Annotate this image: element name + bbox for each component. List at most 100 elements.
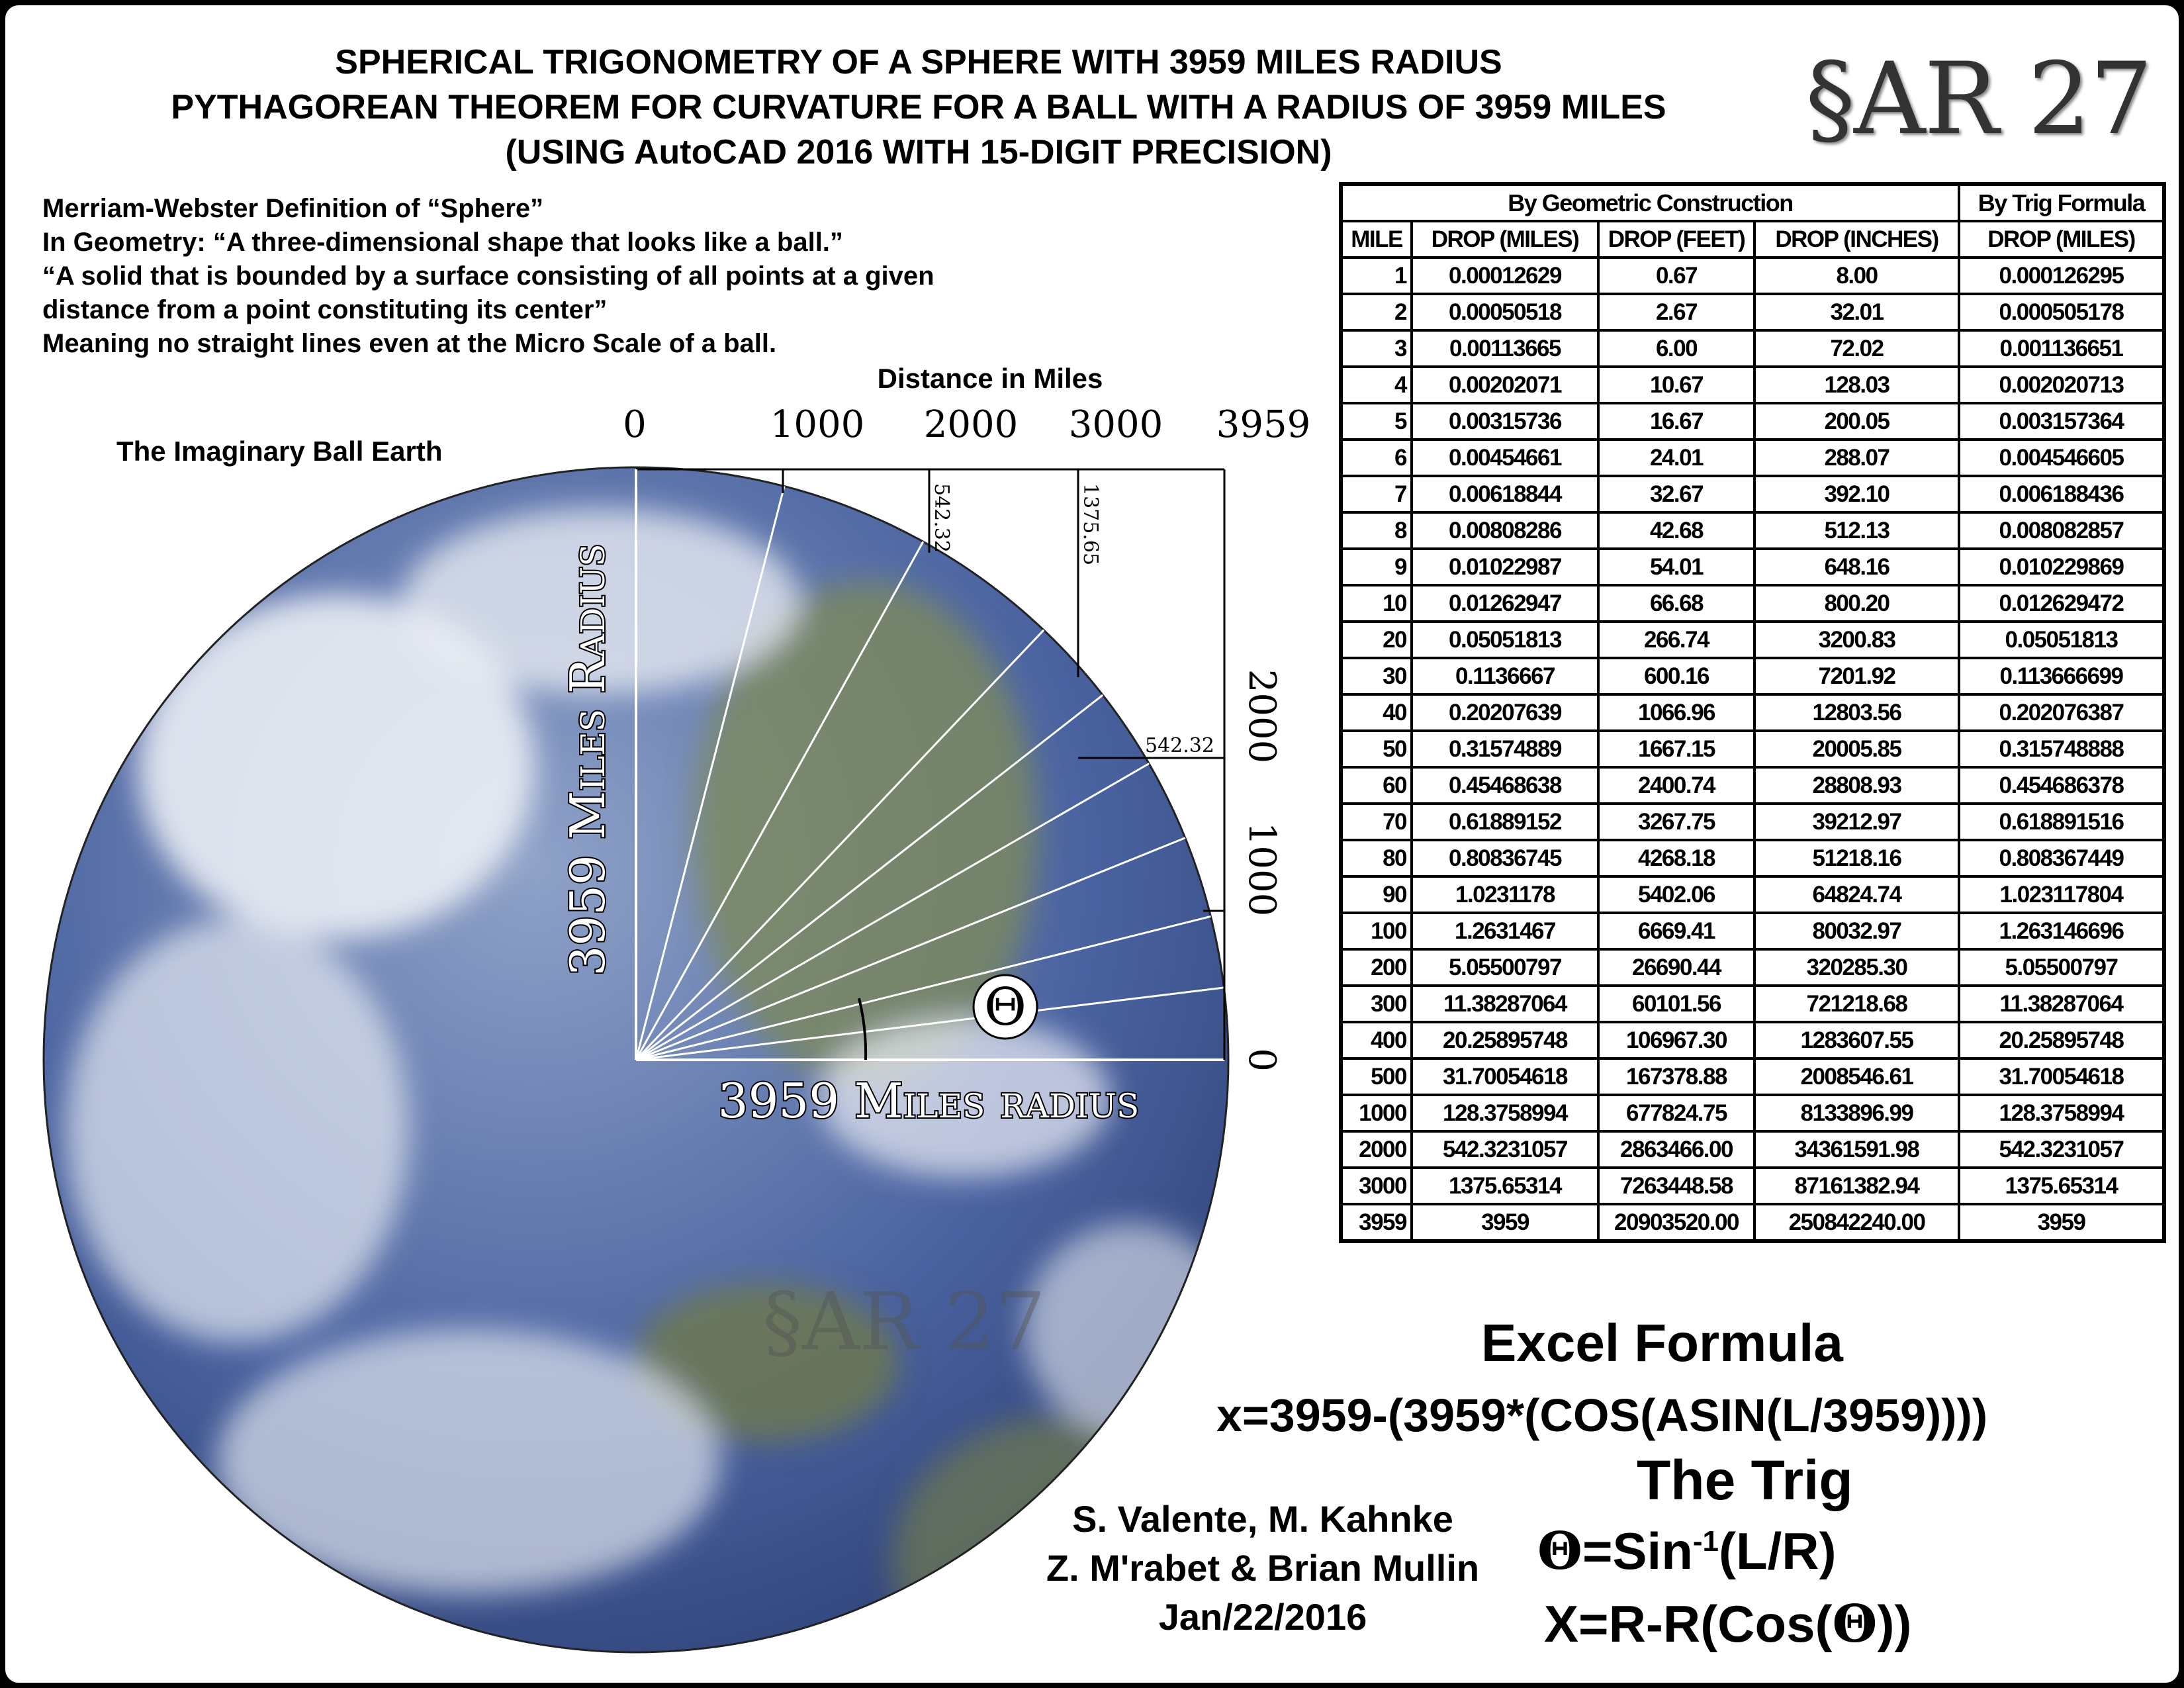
table-cell: 34361591.98 [1753, 1130, 1960, 1169]
theta-symbol: Θ [1832, 1594, 1878, 1654]
table-row: 60 0.45468638 2400.74 28808.93 0.454686378 [1340, 766, 2165, 805]
table-cell: 0.00050518 [1410, 293, 1600, 332]
table-cell: 11.38287064 [1410, 984, 1600, 1023]
table-cell: 1.2631467 [1410, 912, 1600, 951]
table-cell: 300 [1340, 984, 1413, 1023]
theta-badge [972, 974, 1038, 1040]
inverse-exponent: -1 [1692, 1525, 1719, 1558]
table-cell: 0.012629472 [1958, 584, 2165, 623]
theta-formula: Θ=Sin-1(L/R) [1537, 1521, 1837, 1581]
table-row: 3000 1375.65314 7263448.58 87161382.94 1375.… [1340, 1166, 2165, 1205]
radial-line [635, 986, 1224, 1061]
table-cell: 39212.97 [1753, 802, 1960, 841]
table-row: 3959 3959 20903520.00 250842240.00 3959 [1340, 1203, 2165, 1243]
table-cell: 11.38287064 [1958, 984, 2165, 1023]
table-row: 50 0.31574889 1667.15 20005.85 0.315748888 [1340, 729, 2165, 769]
radial-line [635, 915, 1211, 1061]
table-cell: 2 [1340, 293, 1413, 332]
table-cell: 32.67 [1597, 475, 1756, 514]
table-cell: 0.00808286 [1410, 511, 1600, 550]
table-cell: 2008546.61 [1753, 1057, 1960, 1096]
table-cell: 20005.85 [1753, 729, 1960, 769]
top-axis-ticks: 0 1000 2000 3000 3959 [623, 403, 1310, 446]
table-cell: 0.80836745 [1410, 839, 1600, 878]
table-cell: 20.25895748 [1410, 1021, 1600, 1060]
table-cell: 0.454686378 [1958, 766, 2165, 805]
right-tick: 2000 [1240, 669, 1283, 764]
table-cell: 392.10 [1753, 475, 1960, 514]
excel-formula: x=3959-(3959*(COS(ASIN(L/3959)))) [1216, 1389, 1988, 1441]
table-cell: 128.03 [1753, 365, 1960, 404]
earth-label: The Imaginary Ball Earth [116, 436, 442, 467]
table-cell: 16.67 [1597, 402, 1756, 441]
table-cell: 24.01 [1597, 438, 1756, 477]
table-cell: 250842240.00 [1753, 1203, 1960, 1243]
table-row: 30 0.1136667 600.16 7201.92 0.113666699 [1340, 657, 2165, 696]
table-cell: 4268.18 [1597, 839, 1756, 878]
logo: §AR 27 [1805, 42, 2153, 157]
table-cell: 0.1136667 [1410, 657, 1600, 696]
table-cell: 31.70054618 [1958, 1057, 2165, 1096]
radial-line [635, 486, 786, 1060]
table-cell: 30 [1340, 657, 1413, 696]
curvature-drop-table: By Geometric Construction By Trig Formula… [1339, 182, 2166, 1243]
table-cell: 1.0231178 [1410, 875, 1600, 914]
x-formula-part: )) [1877, 1595, 1912, 1653]
table-cell: 0.010229869 [1958, 547, 2165, 586]
title-line-1: SPHERICAL TRIGONOMETRY OF A SPHERE WITH … [335, 43, 1502, 81]
title-line-3: (USING AutoCAD 2016 WITH 15-DIGIT PRECIS… [505, 133, 1332, 171]
table-cell: 0.001136651 [1958, 329, 2165, 368]
theta-formula-part: =Sin [1582, 1522, 1693, 1580]
drop-label-2000-horizontal: 542.32 [1145, 734, 1214, 757]
table-cell: 42.68 [1597, 511, 1756, 550]
table-row: 100 1.2631467 6669.41 80032.97 1.263146696 [1340, 912, 2165, 951]
table-cell: 2.67 [1597, 293, 1756, 332]
table-cell: 0.000126295 [1958, 256, 2165, 295]
table-cell: 2400.74 [1597, 766, 1756, 805]
table-cell: 542.3231057 [1958, 1130, 2165, 1169]
table-cell: 0.20207639 [1410, 693, 1600, 732]
table-cell: 1000 [1340, 1094, 1413, 1133]
table-cell: 512.13 [1753, 511, 1960, 550]
table-cell: 0.01262947 [1410, 584, 1600, 623]
vertical-radius-label: 3959 Miles Radius [560, 544, 615, 976]
table-cell: 3959 [1410, 1203, 1600, 1243]
table-cell: 32.01 [1753, 293, 1960, 332]
table-row: 20 0.05051813 266.74 3200.83 0.05051813 [1340, 620, 2165, 659]
table-cell: 0.05051813 [1958, 620, 2165, 659]
table-cell: 20.25895748 [1958, 1021, 2165, 1060]
table-row: 4 0.00202071 10.67 128.03 0.002020713 [1340, 365, 2165, 404]
table-cell: 1283607.55 [1753, 1021, 1960, 1060]
drop-label-2000: 542.32 [930, 483, 953, 553]
table-cell: 0.45468638 [1410, 766, 1600, 805]
table-row: 500 31.70054618 167378.88 2008546.61 31.7005… [1340, 1057, 2165, 1096]
radial-line [635, 763, 1150, 1061]
table-cell: 5.05500797 [1410, 948, 1600, 987]
table-cell: 8133896.99 [1753, 1094, 1960, 1133]
author-line: Z. M'rabet & Brian Mullin [1046, 1547, 1480, 1589]
table-cell: 1066.96 [1597, 693, 1756, 732]
authors: S. Valente, M. Kahnke Z. M'rabet & Brian… [1011, 1495, 1514, 1642]
top-tick: 2000 [924, 403, 1019, 446]
table-cell: 800.20 [1753, 584, 1960, 623]
table-cell: 1 [1340, 256, 1413, 295]
table-row: 9 0.01022987 54.01 648.16 0.010229869 [1340, 547, 2165, 586]
table-cell: 320285.30 [1753, 948, 1960, 987]
table-cell: 0.00012629 [1410, 256, 1600, 295]
table-cell: 66.68 [1597, 584, 1756, 623]
drop-label-3000: 1375.65 [1079, 483, 1102, 565]
group-header-row: By Geometric Construction By Trig Formula [1340, 183, 2165, 222]
table-cell: 70 [1340, 802, 1413, 841]
table-row: 8 0.00808286 42.68 512.13 0.008082857 [1340, 511, 2165, 550]
table-cell: 288.07 [1753, 438, 1960, 477]
table-cell: 10 [1340, 584, 1413, 623]
table-cell: 7201.92 [1753, 657, 1960, 696]
table-cell: 0.808367449 [1958, 839, 2165, 878]
table-cell: 6669.41 [1597, 912, 1756, 951]
table-cell: 5402.06 [1597, 875, 1756, 914]
table-cell: 4 [1340, 365, 1413, 404]
table-cell: 64824.74 [1753, 875, 1960, 914]
table-cell: 0.00454661 [1410, 438, 1600, 477]
table-row: 40 0.20207639 1066.96 12803.56 0.202076387 [1340, 693, 2165, 732]
table-cell: 20903520.00 [1597, 1203, 1756, 1243]
